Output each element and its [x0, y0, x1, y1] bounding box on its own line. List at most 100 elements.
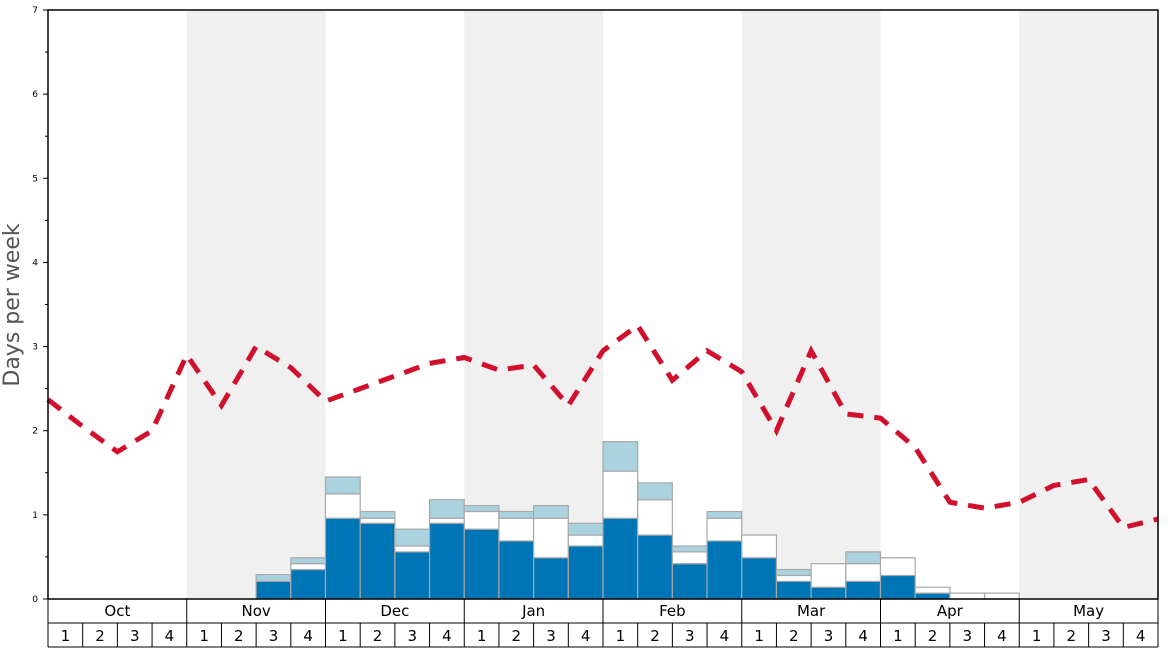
y-tick-label: 0 — [32, 595, 38, 605]
bar-blue — [810, 586, 847, 600]
week-label: 3 — [546, 627, 556, 645]
week-label: 3 — [962, 627, 972, 645]
month-label: Jan — [521, 602, 545, 620]
week-label: 2 — [928, 627, 938, 645]
bar-white — [983, 592, 1020, 600]
month-shade — [464, 10, 603, 599]
week-label: 3 — [685, 627, 695, 645]
month-label: Dec — [380, 602, 409, 620]
bar-white — [359, 517, 396, 524]
bar-light — [845, 551, 882, 565]
week-label: 2 — [1067, 627, 1077, 645]
bar-blue — [706, 540, 743, 600]
week-label: 1 — [1032, 627, 1042, 645]
bar-white — [845, 563, 882, 582]
month-shade — [741, 10, 881, 599]
bar-blue — [533, 557, 569, 600]
y-tick-label: 1 — [32, 511, 38, 521]
bar-light — [775, 568, 812, 577]
week-label: 3 — [407, 627, 417, 645]
week-label: 2 — [95, 627, 105, 645]
bar-blue — [602, 517, 639, 600]
bar-white — [428, 517, 465, 524]
bar-white — [498, 517, 535, 542]
month-shade — [1019, 10, 1158, 599]
week-label: 2 — [650, 627, 660, 645]
bar-light — [671, 545, 708, 553]
week-label: 2 — [789, 627, 799, 645]
bar-blue — [428, 522, 465, 600]
week-label: 1 — [754, 627, 764, 645]
bar-blue — [637, 534, 673, 600]
month-label: Oct — [104, 602, 130, 620]
bar-white — [949, 592, 986, 600]
bar-white — [914, 586, 951, 594]
week-label: 1 — [893, 627, 903, 645]
week-label: 2 — [512, 627, 522, 645]
month-label: Apr — [937, 602, 964, 620]
week-label: 4 — [165, 627, 175, 645]
bar-light — [290, 557, 327, 565]
y-tick-label: 6 — [32, 90, 38, 100]
bar-white — [567, 534, 604, 547]
bar-light — [359, 510, 396, 519]
week-label: 3 — [130, 627, 140, 645]
week-label: 1 — [338, 627, 348, 645]
bar-white — [706, 517, 743, 542]
week-label: 4 — [720, 627, 730, 645]
bar-light — [637, 482, 673, 501]
bar-white — [810, 563, 847, 588]
bar-blue — [498, 540, 535, 600]
bar-white — [602, 470, 639, 519]
week-label: 2 — [373, 627, 383, 645]
week-label: 2 — [234, 627, 244, 645]
week-label: 4 — [858, 627, 868, 645]
month-label: Nov — [241, 602, 270, 620]
week-label: 3 — [824, 627, 834, 645]
week-label: 4 — [442, 627, 452, 645]
bar-blue — [255, 580, 292, 600]
bar-light — [394, 528, 431, 547]
bar-blue — [394, 551, 431, 600]
bar-blue — [775, 580, 812, 600]
week-label: 3 — [269, 627, 279, 645]
bar-light — [567, 522, 604, 536]
bar-light — [706, 510, 743, 519]
week-label: 4 — [581, 627, 591, 645]
week-label: 1 — [199, 627, 209, 645]
week-label: 1 — [61, 627, 71, 645]
bar-white — [637, 499, 673, 536]
bar-blue — [463, 528, 500, 600]
bar-white — [671, 551, 708, 565]
month-label: Feb — [659, 602, 686, 620]
bar-white — [533, 517, 569, 559]
week-label: 4 — [303, 627, 313, 645]
bar-white — [290, 563, 327, 571]
bar-light — [255, 573, 292, 582]
y-tick-label: 7 — [32, 6, 38, 16]
week-label: 4 — [1136, 627, 1146, 645]
bar-blue — [879, 574, 916, 600]
month-shade — [186, 10, 326, 599]
bar-blue — [290, 568, 327, 600]
bar-light — [498, 510, 535, 519]
bar-blue — [359, 522, 396, 600]
y-axis-label: Days per week — [0, 223, 25, 386]
week-label: 1 — [616, 627, 626, 645]
month-label: Mar — [797, 602, 826, 620]
bar-white — [879, 557, 916, 577]
bar-white — [394, 545, 431, 553]
week-label: 3 — [1101, 627, 1111, 645]
bar-blue — [671, 563, 708, 600]
bar-white — [324, 493, 361, 519]
bar-light — [428, 499, 465, 519]
y-tick-label: 3 — [32, 343, 38, 353]
y-tick-label: 5 — [32, 174, 38, 184]
bar-light — [463, 505, 500, 513]
bar-white — [741, 534, 778, 559]
bar-blue — [845, 580, 882, 600]
bar-light — [533, 505, 569, 519]
bar-blue — [914, 592, 951, 600]
